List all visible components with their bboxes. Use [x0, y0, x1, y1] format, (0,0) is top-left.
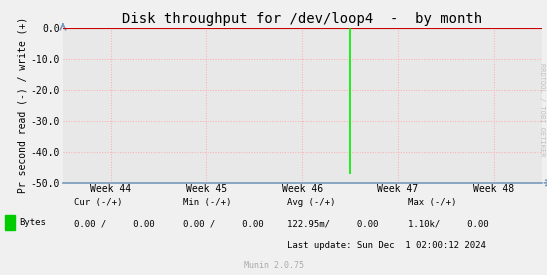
Text: Bytes: Bytes	[20, 218, 46, 227]
Text: Munin 2.0.75: Munin 2.0.75	[243, 261, 304, 270]
Text: RRDTOOL / TOBI OETIKER: RRDTOOL / TOBI OETIKER	[539, 63, 545, 157]
Text: Avg (-/+): Avg (-/+)	[287, 198, 335, 207]
Text: Last update: Sun Dec  1 02:00:12 2024: Last update: Sun Dec 1 02:00:12 2024	[287, 241, 486, 249]
Text: Cur (-/+): Cur (-/+)	[74, 198, 122, 207]
Text: Min (-/+): Min (-/+)	[183, 198, 231, 207]
Text: 0.00 /     0.00: 0.00 / 0.00	[74, 220, 154, 229]
Text: Max (-/+): Max (-/+)	[408, 198, 456, 207]
Text: 122.95m/     0.00: 122.95m/ 0.00	[287, 220, 379, 229]
Y-axis label: Pr second read (-) / write (+): Pr second read (-) / write (+)	[18, 17, 28, 193]
Text: 0.00 /     0.00: 0.00 / 0.00	[183, 220, 264, 229]
Title: Disk throughput for /dev/loop4  -  by month: Disk throughput for /dev/loop4 - by mont…	[122, 12, 482, 26]
Text: 1.10k/     0.00: 1.10k/ 0.00	[408, 220, 488, 229]
